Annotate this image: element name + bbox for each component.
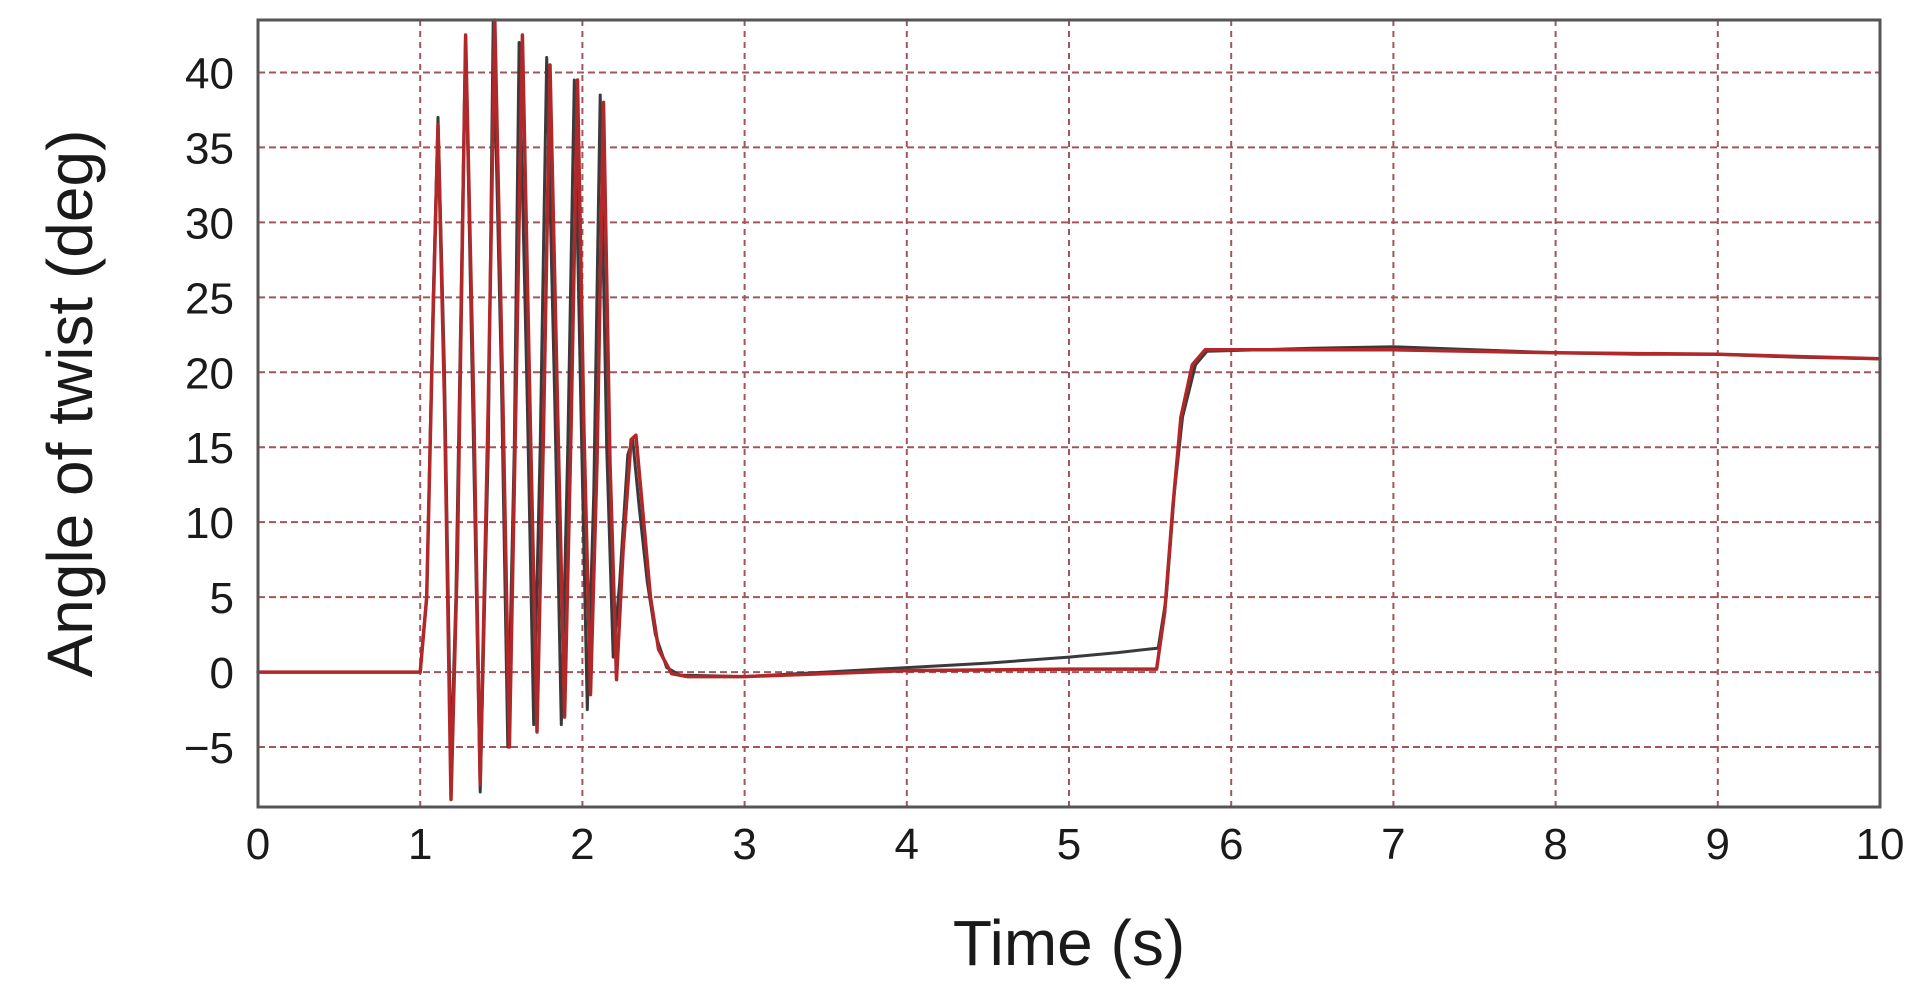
y-tick-label: 10 (185, 499, 234, 548)
series-line-2 (256, 18, 1882, 802)
x-tick-label: 10 (1856, 820, 1905, 869)
y-tick-label: 15 (185, 424, 234, 473)
x-tick-label: 7 (1381, 820, 1405, 869)
y-tick-label: 0 (210, 649, 234, 698)
x-tick-label: 8 (1543, 820, 1567, 869)
y-tick-label: 30 (185, 199, 234, 248)
plot-frame (256, 18, 1882, 809)
y-tick-label: 35 (185, 124, 234, 173)
x-tick-label: 1 (408, 820, 432, 869)
y-tick-labels: −5 0 5 10 15 20 25 30 35 40 (184, 49, 234, 773)
x-tick-label: 4 (895, 820, 919, 869)
y-axis-title: Angle of twist (deg) (34, 130, 106, 678)
y-tick-label: 25 (185, 274, 234, 323)
y-tick-label: −5 (184, 724, 234, 773)
x-tick-label: 0 (246, 820, 270, 869)
y-tick-label: 40 (185, 49, 234, 98)
x-tick-label: 6 (1219, 820, 1243, 869)
x-tick-label: 3 (732, 820, 756, 869)
x-tick-labels: 0 1 2 3 4 5 6 7 8 9 10 (246, 820, 1905, 869)
x-axis-title: Time (s) (953, 907, 1185, 979)
series-lines (256, 18, 1882, 802)
y-tick-label: 20 (185, 349, 234, 398)
x-tick-label: 5 (1057, 820, 1081, 869)
x-tick-label: 9 (1706, 820, 1730, 869)
y-tick-label: 5 (210, 574, 234, 623)
x-tick-label: 2 (570, 820, 594, 869)
